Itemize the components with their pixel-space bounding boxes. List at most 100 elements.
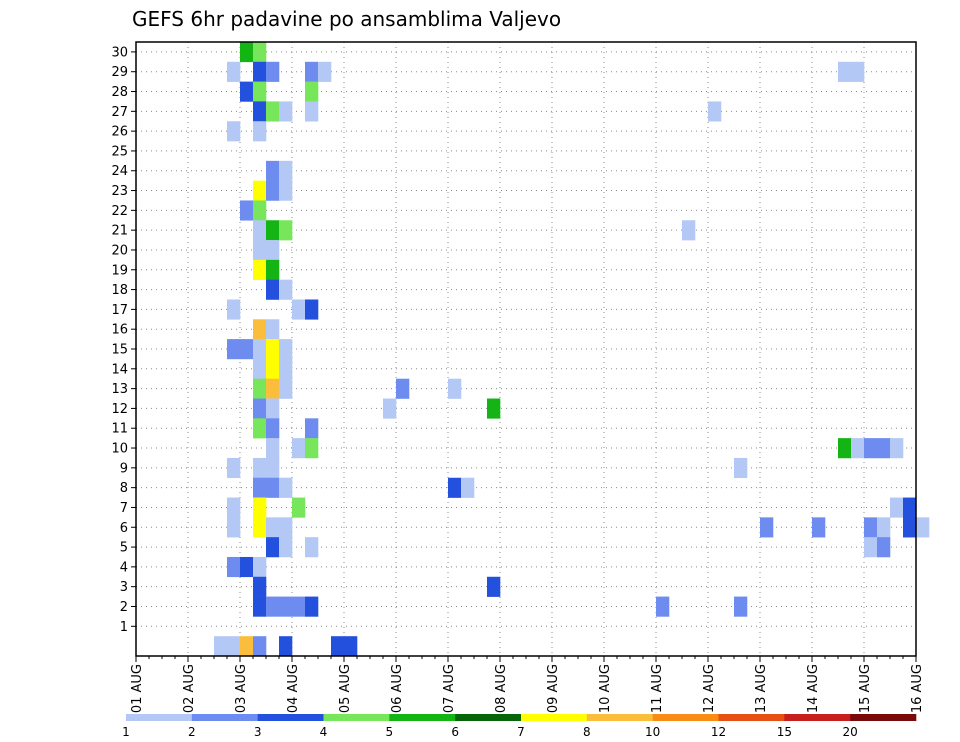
- heatmap-cell: [292, 497, 306, 518]
- x-tick-label: 07 AUG: [442, 664, 457, 713]
- colorbar-swatch: [784, 714, 851, 721]
- heatmap-cell: [266, 457, 280, 479]
- y-tick-label: 2: [120, 600, 128, 615]
- heatmap-cell: [253, 61, 267, 82]
- heatmap-cell: [253, 180, 267, 201]
- heatmap-cell: [253, 240, 267, 261]
- heatmap-cell: [864, 517, 878, 538]
- heatmap-cell: [448, 477, 462, 498]
- heatmap-cell: [266, 358, 280, 380]
- heatmap-cell: [266, 596, 280, 617]
- heatmap-cell: [227, 497, 241, 518]
- heatmap-cell: [487, 576, 501, 597]
- heatmap-cell: [656, 596, 670, 617]
- colorbar-label: 2: [188, 725, 196, 739]
- heatmap-cell: [279, 220, 293, 241]
- heatmap-cell: [305, 81, 319, 102]
- heatmap-cell: [890, 438, 904, 459]
- heatmap-cell: [227, 636, 241, 657]
- colorbar-swatch: [521, 714, 588, 721]
- heatmap-cell: [305, 596, 319, 617]
- colorbar-swatch: [191, 714, 258, 721]
- heatmap-cell: [266, 477, 280, 498]
- heatmap-cell: [279, 537, 293, 558]
- colorbar-swatch: [257, 714, 324, 721]
- heatmap-cell: [253, 596, 267, 617]
- y-tick-label: 24: [111, 164, 128, 179]
- heatmap-cell: [760, 517, 774, 538]
- heatmap-cell: [292, 438, 306, 459]
- colorbar-swatch: [586, 714, 653, 721]
- colorbar-swatch: [126, 714, 193, 721]
- heatmap-cell: [279, 279, 293, 300]
- colorbar-swatch: [323, 714, 390, 721]
- heatmap-cell: [253, 636, 267, 657]
- heatmap-cell: [279, 160, 293, 181]
- y-tick-label: 4: [120, 560, 128, 575]
- colorbar-label: 4: [320, 725, 328, 739]
- heatmap-cell: [292, 596, 306, 617]
- colorbar-label: 12: [711, 725, 726, 739]
- y-tick-label: 14: [111, 362, 128, 377]
- heatmap-cell: [383, 398, 397, 419]
- y-tick-label: 11: [111, 422, 128, 437]
- y-tick-label: 20: [111, 243, 128, 258]
- heatmap-cell: [305, 438, 319, 459]
- heatmap-cell: [877, 517, 891, 538]
- heatmap-cell: [214, 636, 228, 657]
- heatmap-cell: [279, 339, 293, 360]
- heatmap-cell: [266, 240, 280, 261]
- heatmap-cell: [227, 339, 241, 360]
- heatmap-cell: [331, 636, 345, 657]
- heatmap-cell: [305, 418, 319, 439]
- heatmap-cell: [253, 220, 267, 241]
- heatmap-cell: [266, 220, 280, 241]
- heatmap-cell: [864, 438, 878, 459]
- y-axis: 1234567891011121314151617181920212223242…: [111, 45, 136, 635]
- y-tick-label: 9: [120, 461, 128, 476]
- heatmap-cell: [864, 537, 878, 558]
- heatmap-cell: [253, 81, 267, 102]
- y-tick-label: 5: [120, 541, 128, 556]
- heatmap-cell: [227, 61, 241, 82]
- heatmap-cell: [838, 61, 852, 82]
- heatmap-cell: [279, 517, 293, 538]
- heatmap-cell: [903, 497, 917, 518]
- heatmap-cell: [279, 477, 293, 498]
- x-tick-label: 08 AUG: [494, 664, 509, 713]
- heatmap-cell: [253, 378, 267, 399]
- heatmap-cell: [266, 378, 280, 399]
- heatmap-cell: [279, 636, 293, 657]
- x-axis: 01 AUG 02 AUG 03 AUG 04 AUG 05 AUG 06 AUG 07 A…: [130, 656, 925, 713]
- heatmap-cell: [279, 596, 293, 617]
- colorbar: 1 2 3 4 5 6 7 8 10 12 15 20: [122, 714, 917, 739]
- heatmap-cell: [266, 517, 280, 538]
- heatmap-cell: [682, 220, 696, 241]
- y-tick-label: 3: [120, 580, 128, 595]
- heatmap-cell: [240, 200, 254, 221]
- heatmap-cell: [253, 259, 267, 280]
- y-tick-label: 21: [111, 224, 128, 239]
- x-tick-label: 04 AUG: [286, 664, 301, 713]
- x-tick-label: 14 AUG: [806, 664, 821, 713]
- heatmap-cell: [253, 477, 267, 498]
- y-tick-label: 6: [120, 521, 128, 536]
- heatmap-cell: [266, 438, 280, 459]
- heatmap-cell: [253, 358, 267, 380]
- heatmap-cell: [279, 358, 293, 380]
- colorbar-swatch: [389, 714, 456, 721]
- colorbar-label: 8: [583, 725, 591, 739]
- heatmap-cell: [851, 61, 865, 82]
- y-tick-label: 18: [111, 283, 128, 298]
- heatmap-cell: [253, 101, 267, 122]
- y-tick-label: 1: [120, 620, 128, 635]
- x-tick-label: 12 AUG: [702, 664, 717, 713]
- y-tick-label: 26: [111, 125, 128, 140]
- heatmap-cell: [916, 517, 930, 538]
- heatmap-cell: [227, 517, 241, 538]
- y-tick-label: 23: [111, 184, 128, 199]
- heatmap-cell: [318, 61, 332, 82]
- heatmap-cell: [266, 101, 280, 122]
- heatmap-cell: [487, 398, 501, 419]
- heatmap-cell: [292, 299, 306, 320]
